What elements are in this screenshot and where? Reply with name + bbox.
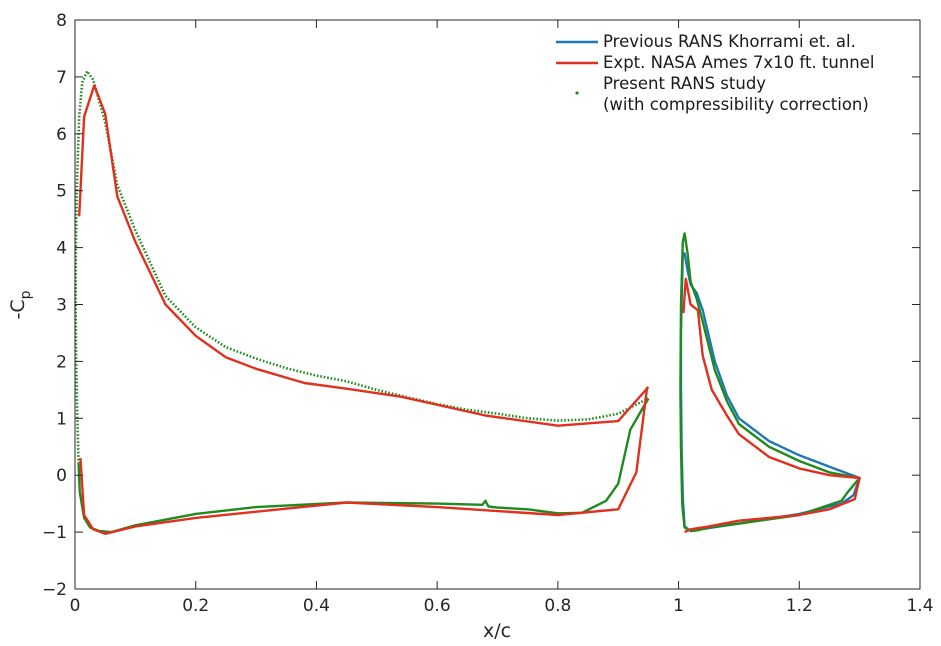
x-tick-label: 1 (673, 596, 684, 616)
y-tick-label: 5 (56, 182, 67, 202)
plot-background (75, 20, 920, 589)
x-tick-label: 0.6 (424, 596, 451, 616)
x-tick-label: 0.4 (303, 596, 330, 616)
y-tick-label: 3 (56, 296, 67, 316)
x-tick-label: 0.8 (544, 596, 571, 616)
x-tick-label: 1.2 (786, 596, 813, 616)
y-tick-label: −1 (42, 523, 67, 543)
y-axis-label-subscript: p (18, 290, 34, 299)
series-line-expt (682, 277, 861, 534)
ticks-layer: 0 0.2 0.4 0.6 0.8 1 1.2 1.4 −2 −1 0 1 2 3 4 5 6 7 8 (42, 11, 934, 616)
series-line-present (679, 232, 861, 533)
x-tick-label: 1.4 (906, 596, 933, 616)
x-axis-label: x/c (483, 620, 511, 642)
legend-label-rans_prev: Previous RANS Khorrami et. al. (603, 32, 856, 51)
y-tick-label: 0 (56, 466, 67, 486)
legend-label-present: (with compressibility correction) (603, 95, 869, 114)
y-tick-label: 8 (56, 11, 67, 31)
axis-labels: x/c -Cp (7, 290, 511, 642)
y-tick-label: 4 (56, 239, 67, 259)
y-axis-label-main: -C (7, 299, 29, 319)
legend: Previous RANS Khorrami et. al. Expt. NASA… (556, 32, 874, 114)
legend-label-expt: Expt. NASA Ames 7x10 ft. tunnel (603, 53, 874, 72)
series-line-expt (79, 386, 649, 535)
legend-label-present: Present RANS study (603, 74, 766, 93)
y-tick-label: 7 (56, 68, 67, 88)
y-axis-label: -Cp (7, 290, 34, 319)
series-line-expt (78, 84, 650, 427)
legend-swatch-present (575, 91, 579, 95)
y-tick-label: 1 (56, 409, 67, 429)
x-tick-label: 0 (70, 596, 81, 616)
y-tick-label: 6 (56, 125, 67, 145)
x-tick-label: 0.2 (182, 596, 209, 616)
y-tick-label: −2 (42, 580, 67, 600)
y-tick-label: 2 (56, 352, 67, 372)
